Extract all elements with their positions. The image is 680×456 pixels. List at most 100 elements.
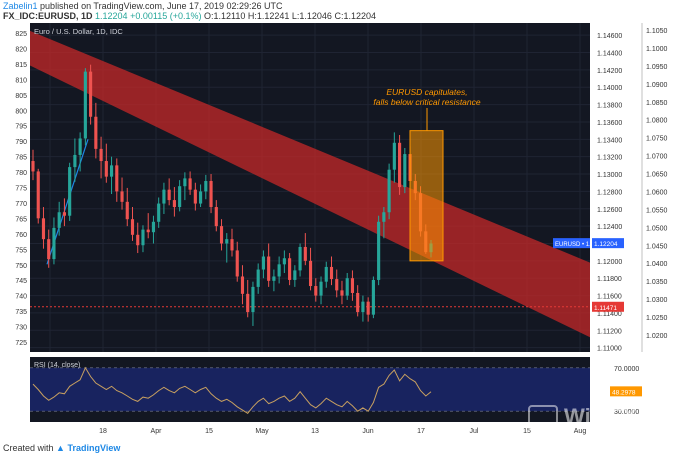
left-axis-tick: 735 [15, 309, 27, 316]
left-axis-tick: 785 [15, 155, 27, 162]
candle-body [89, 71, 93, 117]
candle-body [41, 218, 46, 240]
left-axis-tick: 800 [15, 108, 27, 115]
left-axis-tick: 790 [15, 139, 27, 146]
candle-body [219, 226, 224, 244]
candle-body [361, 301, 365, 313]
right-axis-tick: 1.13400 [597, 137, 622, 144]
symbol-line: FX_IDC:EURUSD, 1D 1.12204 +0.00115 (+0.1… [3, 11, 376, 21]
x-axis-tick: 18 [99, 428, 107, 435]
x-axis-tick: Apr [151, 428, 163, 435]
far-right-axis-tick: 1.0900 [646, 82, 668, 89]
x-axis-tick: Aug [574, 428, 587, 435]
candle-body [151, 221, 156, 233]
candle-body [398, 142, 402, 188]
candle-body [324, 266, 328, 282]
candle-body [387, 169, 391, 213]
tradingview-logo-icon: ▲ [56, 443, 65, 453]
candle-body [204, 180, 208, 192]
right-axis-tick: 1.11000 [597, 346, 622, 353]
candle-body [382, 212, 386, 222]
candle-body [235, 250, 239, 277]
candle-body [162, 189, 166, 204]
candle-body [178, 186, 182, 208]
candle-body [146, 229, 150, 233]
candle-body [125, 201, 129, 220]
candle-body [288, 258, 292, 280]
far-right-axis-tick: 1.0950 [646, 64, 668, 71]
author-name[interactable]: Zabelin1 [3, 1, 38, 11]
candle-body [120, 191, 124, 202]
candle-body [99, 148, 103, 162]
candle-body [47, 239, 51, 260]
left-axis-tick: 745 [15, 278, 27, 285]
far-right-axis-tick: 1.0800 [646, 118, 668, 125]
tradingview-brand[interactable]: TradingView [67, 443, 121, 453]
candle-body [261, 256, 265, 270]
candle-body [62, 212, 66, 216]
x-axis-tick: 17 [417, 428, 425, 435]
candle-body [225, 239, 229, 244]
annotation-line-1: EURUSD capitulates, [386, 87, 467, 97]
far-right-axis-tick: 1.0750 [646, 136, 668, 143]
candle-body [167, 189, 171, 201]
left-axis-tick: 825 [15, 31, 27, 38]
candle-body [293, 270, 297, 280]
far-right-axis-tick: 1.0500 [646, 225, 668, 232]
candle-body [214, 207, 218, 227]
left-axis-tick: 760 [15, 232, 27, 239]
far-right-axis-tick: 1.0550 [646, 207, 668, 214]
chart-title: Euro / U.S. Dollar, 1D, IDC [34, 27, 123, 36]
candle-body [303, 246, 307, 261]
publish-header: Zabelin1 published on TradingView.com, J… [0, 0, 680, 22]
right-axis-tick: 1.11600 [597, 294, 622, 301]
right-axis-tick: 1.11200 [597, 328, 622, 335]
far-right-axis-tick: 1.1000 [646, 46, 668, 53]
created-with-text: Created with [3, 443, 54, 453]
price-chart[interactable]: 825 820 815 810 805 800 795 790 785 780 775 770 765 7… [0, 0, 680, 440]
x-axis-tick: Jul [470, 428, 479, 435]
footer: Created with ▲ TradingView [0, 440, 680, 456]
left-axis-tick: 820 [15, 46, 27, 53]
right-axis-tick: 1.12400 [597, 224, 622, 231]
left-axis-tick: 750 [15, 263, 27, 270]
watermark: WikiFX [528, 404, 678, 434]
candle-body [356, 292, 360, 313]
ohlc-values: O:1.12110 H:1.12241 L:1.12046 C:1.12204 [204, 11, 376, 21]
support-badge [592, 301, 624, 312]
candle-body [109, 165, 114, 177]
far-right-axis-tick: 1.0850 [646, 100, 668, 107]
annotation-line-2: falls below critical resistance [373, 97, 481, 107]
candle-body [371, 279, 375, 315]
rsi-last-label: 48.2978 [612, 389, 636, 396]
far-right-axis-tick: 1.0400 [646, 261, 668, 268]
candle-body [246, 293, 250, 313]
right-axis-tick: 1.14600 [597, 33, 622, 40]
left-axis-tick: 770 [15, 201, 27, 208]
right-axis-tick: 1.14000 [597, 85, 622, 92]
candle-body [36, 171, 40, 219]
candle-body [183, 178, 187, 187]
candle-body [267, 256, 271, 281]
candle-body [68, 167, 72, 216]
far-right-axis-tick: 1.0300 [646, 297, 668, 304]
axis-bg [590, 23, 680, 422]
far-right-axis-tick: 1.1050 [646, 28, 668, 35]
candle-body [172, 200, 176, 208]
symbol-label: FX_IDC:EURUSD, 1D [3, 11, 93, 21]
candle-body [240, 276, 245, 294]
right-axis-tick: 1.12600 [597, 207, 622, 214]
last-price-badge [553, 238, 590, 249]
rsi-tick-70: 70.0000 [614, 366, 639, 373]
right-axis-tick: 1.13800 [597, 103, 622, 110]
left-axis-tick: 780 [15, 170, 27, 177]
left-axis-tick: 810 [15, 77, 27, 84]
candle-body [298, 246, 302, 271]
x-axis-tick: 13 [311, 428, 319, 435]
left-axis-tick: 755 [15, 247, 27, 254]
candle-body [256, 269, 260, 287]
left-axis-tick: 740 [15, 294, 27, 301]
candle-body [314, 286, 318, 296]
x-axis-tick: Jun [362, 428, 373, 435]
candle-body [251, 286, 255, 313]
